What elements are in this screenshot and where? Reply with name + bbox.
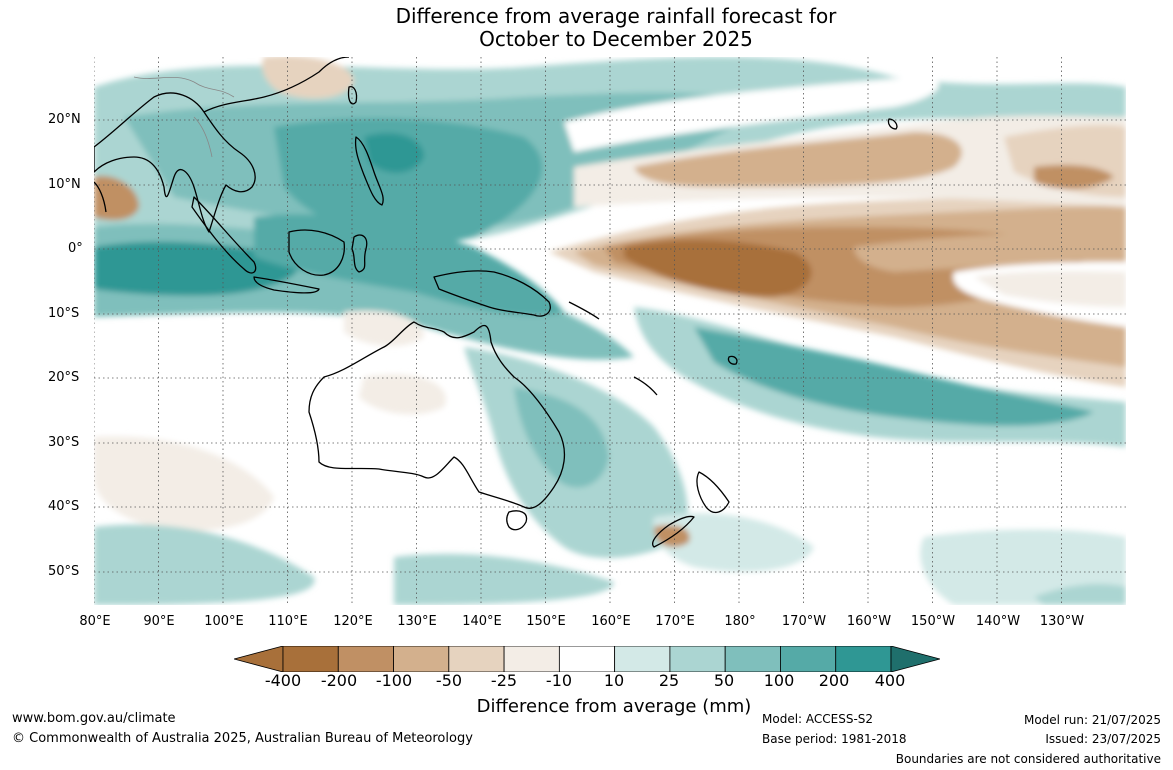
title-line-2: October to December 2025	[479, 27, 753, 51]
base-period-text: Base period: 1981-2018	[762, 732, 907, 746]
lat-label: 50°S	[48, 564, 80, 579]
model-run-text: Model run: 21/07/2025	[1023, 713, 1161, 727]
colorbar-box	[614, 645, 671, 673]
lat-label: 10°S	[48, 306, 80, 321]
colorbar-left-arrow	[232, 645, 284, 673]
rainfall-fields	[94, 57, 1126, 605]
website-link[interactable]: www.bom.gov.au/climate	[12, 711, 176, 726]
coastline-new-zealand-south	[652, 515, 695, 548]
boundaries-disclaimer: Boundaries are not considered authoritat…	[895, 752, 1161, 766]
colorbar	[232, 645, 942, 673]
lat-label: 40°S	[48, 499, 80, 514]
coastline-java	[253, 276, 320, 294]
lat-label: 20°S	[48, 370, 80, 385]
coastline-new-zealand	[696, 471, 730, 514]
map-title: Difference from average rainfall forecas…	[0, 5, 1173, 51]
coastline-borneo	[288, 229, 345, 276]
lon-label: 150°W	[910, 614, 956, 629]
lat-label: 30°S	[48, 435, 80, 450]
lon-label: 170°W	[781, 614, 827, 629]
copyright-text: © Commonwealth of Australia 2025, Austra…	[12, 731, 473, 746]
coastline-australia	[308, 321, 566, 509]
colorbar-label: Difference from average (mm)	[476, 696, 752, 717]
colorbar-box	[503, 645, 560, 673]
coastline-sulawesi	[351, 234, 368, 273]
lat-label: 10°N	[48, 177, 81, 192]
rainfall-map	[94, 57, 1126, 605]
lon-label: 130°W	[1039, 614, 1085, 629]
coastline-tasmania	[506, 510, 528, 531]
lon-label: 80°E	[79, 614, 111, 629]
lat-label: 0°	[68, 241, 83, 256]
colorbar-box	[558, 645, 616, 673]
country-borders	[133, 76, 235, 158]
colorbar-box	[835, 645, 892, 673]
colorbar-tick: -100	[375, 671, 413, 690]
lon-label: 180°	[724, 614, 756, 629]
model-text: Model: ACCESS-S2	[762, 712, 874, 726]
coastline-new-guinea	[433, 270, 551, 317]
colorbar-tick: 100	[763, 671, 795, 690]
colorbar-tick: -10	[545, 671, 573, 690]
colorbar-box	[669, 645, 726, 673]
coastline-philippines	[354, 136, 384, 206]
colorbar-box	[337, 645, 394, 673]
coastlines	[94, 57, 898, 548]
coastline-china	[203, 57, 350, 113]
colorbar-box	[448, 645, 505, 673]
coastline-fiji	[727, 355, 738, 365]
coastline-new-caledonia	[633, 376, 658, 396]
coastline-india	[94, 181, 107, 213]
issued-text: Issued: 23/07/2025	[1045, 732, 1161, 746]
colorbar-box	[393, 645, 450, 673]
lon-label: 100°E	[204, 614, 244, 629]
colorbar-tick: 10	[603, 671, 625, 690]
map-gridlines	[94, 57, 1126, 605]
colorbar-right-arrow	[890, 645, 942, 673]
colorbar-tick: -50	[435, 671, 463, 690]
coastline-hawaii	[887, 118, 898, 130]
coastline-taiwan	[347, 86, 358, 105]
colorbar-box	[780, 645, 837, 673]
title-line-1: Difference from average rainfall forecas…	[395, 4, 837, 28]
lon-label: 120°E	[333, 614, 373, 629]
map-canvas	[94, 57, 1126, 605]
colorbar-box	[724, 645, 781, 673]
colorbar-tick: -400	[264, 671, 302, 690]
lon-label: 90°E	[143, 614, 175, 629]
lon-label: 110°E	[268, 614, 308, 629]
lon-label: 130°E	[397, 614, 437, 629]
colorbar-tick: 200	[818, 671, 850, 690]
colorbar-tick: 25	[658, 671, 680, 690]
colorbar-tick: 50	[713, 671, 735, 690]
colorbar-tick: -25	[490, 671, 518, 690]
coastline-solomons	[568, 301, 600, 320]
colorbar-tick: 400	[874, 671, 906, 690]
colorbar-tick: -200	[320, 671, 358, 690]
lon-label: 140°W	[975, 614, 1021, 629]
colorbar-box	[282, 645, 339, 673]
lon-label: 160°W	[846, 614, 892, 629]
lon-label: 160°E	[591, 614, 631, 629]
colorbar-graphic	[232, 645, 942, 673]
lon-label: 170°E	[655, 614, 695, 629]
lat-label: 20°N	[48, 112, 81, 127]
lon-label: 150°E	[526, 614, 566, 629]
lon-label: 140°E	[462, 614, 502, 629]
coastline-se-asia	[94, 92, 256, 233]
